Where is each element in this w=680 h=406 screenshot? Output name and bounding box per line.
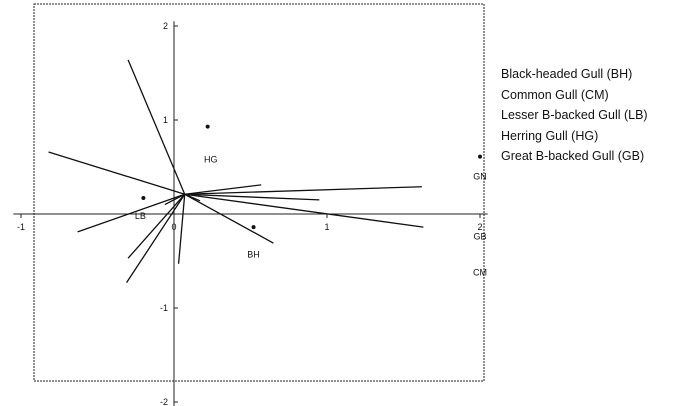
y-tick-label: 1 — [163, 115, 168, 125]
legend-entry-bh: Black-headed Gull (BH) — [501, 67, 633, 81]
vector-line — [184, 184, 262, 195]
point-label-gb: GB — [473, 232, 486, 242]
vector-line — [127, 59, 186, 195]
tick-labels: -1 0 1 2 -2 -1 1 2 — [17, 21, 483, 406]
vector-line — [184, 193, 424, 228]
legend-entry-hg: Herring Gull (HG) — [501, 128, 599, 143]
legend-entry-gb: Great B-backed Gull (GB) — [501, 149, 645, 163]
points — [141, 124, 482, 230]
vector-line — [177, 194, 186, 264]
point-label-lb: LB — [135, 211, 146, 221]
y-tick-label: -1 — [160, 303, 168, 313]
vector-line — [184, 193, 320, 201]
vector-line — [184, 193, 201, 202]
axes — [13, 21, 488, 406]
vector-line — [127, 193, 186, 259]
vector-line — [126, 193, 186, 283]
vector-line — [164, 193, 186, 206]
vector-line — [184, 193, 274, 244]
x-tick-label: 0 — [171, 222, 176, 232]
data-point — [478, 154, 482, 159]
x-tick-label: 2 — [477, 222, 482, 232]
point-label-cm: CM — [473, 267, 487, 277]
point-label-bh: BH — [247, 249, 260, 259]
vectors — [48, 59, 424, 283]
data-point — [251, 225, 256, 230]
legend-entry-cm: Common Gull (CM) — [501, 87, 609, 102]
x-tick-label: 1 — [324, 222, 329, 232]
legend-entry-lb: Lesser B-backed Gull (LB) — [501, 108, 648, 122]
y-tick-label: 2 — [163, 21, 168, 31]
vector-line — [184, 186, 422, 195]
x-tick-label: -1 — [17, 222, 25, 232]
point-label-hg: HG — [204, 154, 218, 164]
point-label-gn: GN — [473, 171, 487, 181]
vector-line — [48, 151, 185, 195]
legend: Black-headed Gull (BH) Common Gull (CM) … — [501, 64, 648, 167]
data-point — [205, 124, 210, 129]
vector-line — [77, 193, 185, 233]
data-point — [141, 196, 146, 201]
y-tick-label: -2 — [160, 397, 168, 406]
point-labels: HG LB BH GN GB CM — [135, 154, 487, 277]
plot-frame — [33, 3, 485, 382]
